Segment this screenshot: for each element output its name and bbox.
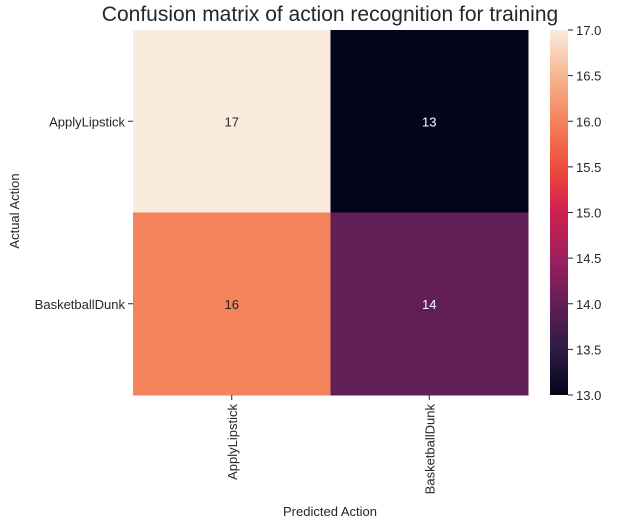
y-tick-label: BasketballDunk xyxy=(35,297,126,312)
colorbar-tick-label: 16.5 xyxy=(576,69,601,84)
heatmap-cell-r1-c1 xyxy=(330,212,529,396)
colorbar-tick-label: 15.0 xyxy=(576,206,601,221)
heatmap-cell-r1-c0 xyxy=(133,212,331,396)
cell-value-label: 17 xyxy=(225,114,239,129)
colorbar-tick-label: 14.5 xyxy=(576,251,601,266)
colorbar-tick-label: 15.5 xyxy=(576,160,601,175)
x-axis: ApplyLipstick BasketballDunk xyxy=(225,395,437,495)
heatmap-cell-r0-c0 xyxy=(133,30,331,213)
colorbar xyxy=(550,30,568,395)
cell-value-label: 16 xyxy=(225,297,239,312)
colorbar-tick-label: 17.0 xyxy=(576,23,601,38)
x-tick-label: ApplyLipstick xyxy=(225,404,240,480)
colorbar-gradient xyxy=(550,30,568,395)
x-axis-label: Predicted Action xyxy=(283,504,377,519)
y-axis-label: Actual Action xyxy=(7,173,22,248)
y-tick-label: ApplyLipstick xyxy=(49,114,125,129)
colorbar-tick-label: 13.5 xyxy=(576,342,601,357)
heatmap-cell-r0-c1 xyxy=(330,30,529,213)
colorbar-tick-label: 13.0 xyxy=(576,388,601,403)
cell-value-label: 14 xyxy=(422,297,436,312)
chart-title: Confusion matrix of action recognition f… xyxy=(102,3,558,26)
y-axis: ApplyLipstick BasketballDunk xyxy=(35,114,133,312)
colorbar-tick-label: 14.0 xyxy=(576,297,601,312)
colorbar-ticks: 13.0 13.5 14.0 14.5 15.0 15.5 16.0 16.5 17.0 xyxy=(568,23,601,403)
colorbar-tick-label: 16.0 xyxy=(576,114,601,129)
heatmap-cells xyxy=(133,30,529,396)
cell-value-label: 13 xyxy=(422,114,436,129)
heatmap-cell-labels: 17 13 16 14 xyxy=(225,114,437,312)
x-tick-label: BasketballDunk xyxy=(422,404,437,495)
